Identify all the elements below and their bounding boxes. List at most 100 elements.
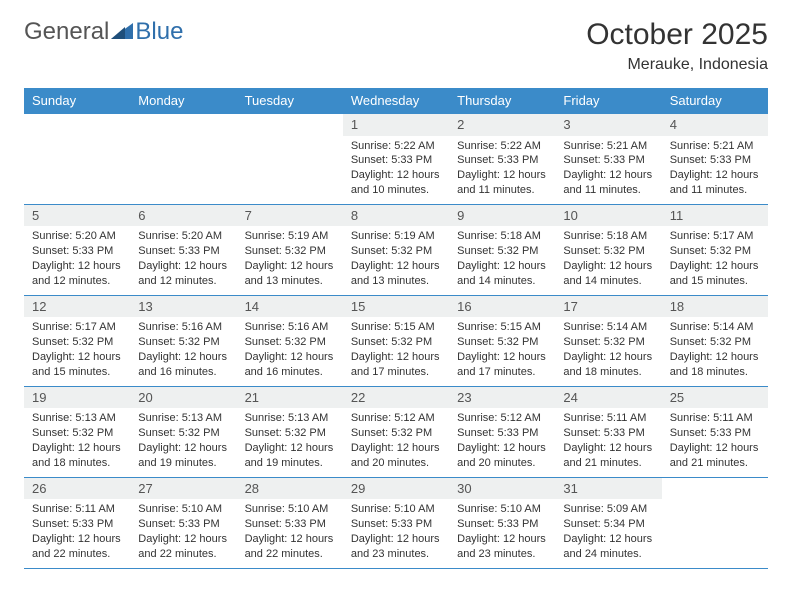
- day-text: Sunrise: 5:10 AM Sunset: 5:33 PM Dayligh…: [343, 499, 449, 567]
- day-number: 10: [555, 205, 661, 227]
- day-number: 23: [449, 387, 555, 409]
- day-cell: 19Sunrise: 5:13 AM Sunset: 5:32 PM Dayli…: [24, 386, 130, 477]
- day-text: Sunrise: 5:21 AM Sunset: 5:33 PM Dayligh…: [555, 136, 661, 204]
- day-text: Sunrise: 5:20 AM Sunset: 5:33 PM Dayligh…: [24, 226, 130, 294]
- day-cell: 12Sunrise: 5:17 AM Sunset: 5:32 PM Dayli…: [24, 295, 130, 386]
- day-text: Sunrise: 5:18 AM Sunset: 5:32 PM Dayligh…: [555, 226, 661, 294]
- day-number: 24: [555, 387, 661, 409]
- day-number: 31: [555, 478, 661, 500]
- day-number: 7: [237, 205, 343, 227]
- week-row: 19Sunrise: 5:13 AM Sunset: 5:32 PM Dayli…: [24, 386, 768, 477]
- day-number: 1: [343, 114, 449, 136]
- day-cell: 11Sunrise: 5:17 AM Sunset: 5:32 PM Dayli…: [662, 204, 768, 295]
- day-text: Sunrise: 5:11 AM Sunset: 5:33 PM Dayligh…: [662, 408, 768, 476]
- logo: General Blue: [24, 18, 183, 46]
- day-number: 5: [24, 205, 130, 227]
- day-cell: 17Sunrise: 5:14 AM Sunset: 5:32 PM Dayli…: [555, 295, 661, 386]
- dayname-sunday: Sunday: [24, 88, 130, 114]
- day-number: 12: [24, 296, 130, 318]
- day-number: 8: [343, 205, 449, 227]
- day-text: Sunrise: 5:13 AM Sunset: 5:32 PM Dayligh…: [237, 408, 343, 476]
- day-cell: 1Sunrise: 5:22 AM Sunset: 5:33 PM Daylig…: [343, 114, 449, 205]
- day-cell: 7Sunrise: 5:19 AM Sunset: 5:32 PM Daylig…: [237, 204, 343, 295]
- day-cell: 16Sunrise: 5:15 AM Sunset: 5:32 PM Dayli…: [449, 295, 555, 386]
- day-cell: [24, 114, 130, 205]
- day-cell: 14Sunrise: 5:16 AM Sunset: 5:32 PM Dayli…: [237, 295, 343, 386]
- day-cell: 5Sunrise: 5:20 AM Sunset: 5:33 PM Daylig…: [24, 204, 130, 295]
- day-text: Sunrise: 5:22 AM Sunset: 5:33 PM Dayligh…: [343, 136, 449, 204]
- day-cell: 3Sunrise: 5:21 AM Sunset: 5:33 PM Daylig…: [555, 114, 661, 205]
- day-cell: 15Sunrise: 5:15 AM Sunset: 5:32 PM Dayli…: [343, 295, 449, 386]
- day-number: 15: [343, 296, 449, 318]
- calendar-body: 1Sunrise: 5:22 AM Sunset: 5:33 PM Daylig…: [24, 114, 768, 569]
- day-text: Sunrise: 5:10 AM Sunset: 5:33 PM Dayligh…: [449, 499, 555, 567]
- day-number: 22: [343, 387, 449, 409]
- day-number: 14: [237, 296, 343, 318]
- week-row: 26Sunrise: 5:11 AM Sunset: 5:33 PM Dayli…: [24, 477, 768, 568]
- day-cell: 22Sunrise: 5:12 AM Sunset: 5:32 PM Dayli…: [343, 386, 449, 477]
- day-cell: 25Sunrise: 5:11 AM Sunset: 5:33 PM Dayli…: [662, 386, 768, 477]
- day-text: Sunrise: 5:11 AM Sunset: 5:33 PM Dayligh…: [555, 408, 661, 476]
- month-title: October 2025: [586, 18, 768, 52]
- day-cell: [237, 114, 343, 205]
- day-text: Sunrise: 5:22 AM Sunset: 5:33 PM Dayligh…: [449, 136, 555, 204]
- dayname-friday: Friday: [555, 88, 661, 114]
- day-text: Sunrise: 5:20 AM Sunset: 5:33 PM Dayligh…: [130, 226, 236, 294]
- day-number: 9: [449, 205, 555, 227]
- day-cell: 28Sunrise: 5:10 AM Sunset: 5:33 PM Dayli…: [237, 477, 343, 568]
- day-cell: 2Sunrise: 5:22 AM Sunset: 5:33 PM Daylig…: [449, 114, 555, 205]
- day-number: 13: [130, 296, 236, 318]
- week-row: 12Sunrise: 5:17 AM Sunset: 5:32 PM Dayli…: [24, 295, 768, 386]
- dayname-thursday: Thursday: [449, 88, 555, 114]
- day-text: Sunrise: 5:10 AM Sunset: 5:33 PM Dayligh…: [130, 499, 236, 567]
- day-cell: 31Sunrise: 5:09 AM Sunset: 5:34 PM Dayli…: [555, 477, 661, 568]
- day-text: Sunrise: 5:11 AM Sunset: 5:33 PM Dayligh…: [24, 499, 130, 567]
- dayname-monday: Monday: [130, 88, 236, 114]
- day-text: Sunrise: 5:19 AM Sunset: 5:32 PM Dayligh…: [237, 226, 343, 294]
- title-block: October 2025 Merauke, Indonesia: [586, 18, 768, 74]
- day-cell: 6Sunrise: 5:20 AM Sunset: 5:33 PM Daylig…: [130, 204, 236, 295]
- day-cell: 13Sunrise: 5:16 AM Sunset: 5:32 PM Dayli…: [130, 295, 236, 386]
- day-number: 21: [237, 387, 343, 409]
- day-cell: 21Sunrise: 5:13 AM Sunset: 5:32 PM Dayli…: [237, 386, 343, 477]
- day-cell: 9Sunrise: 5:18 AM Sunset: 5:32 PM Daylig…: [449, 204, 555, 295]
- day-number: 11: [662, 205, 768, 227]
- day-cell: 27Sunrise: 5:10 AM Sunset: 5:33 PM Dayli…: [130, 477, 236, 568]
- day-text: Sunrise: 5:12 AM Sunset: 5:33 PM Dayligh…: [449, 408, 555, 476]
- day-number: 16: [449, 296, 555, 318]
- day-number: 18: [662, 296, 768, 318]
- logo-triangle-icon: [111, 18, 133, 46]
- day-cell: 29Sunrise: 5:10 AM Sunset: 5:33 PM Dayli…: [343, 477, 449, 568]
- day-text: Sunrise: 5:13 AM Sunset: 5:32 PM Dayligh…: [24, 408, 130, 476]
- day-text: Sunrise: 5:09 AM Sunset: 5:34 PM Dayligh…: [555, 499, 661, 567]
- day-text: Sunrise: 5:16 AM Sunset: 5:32 PM Dayligh…: [237, 317, 343, 385]
- day-number: 25: [662, 387, 768, 409]
- day-cell: 8Sunrise: 5:19 AM Sunset: 5:32 PM Daylig…: [343, 204, 449, 295]
- day-text: Sunrise: 5:21 AM Sunset: 5:33 PM Dayligh…: [662, 136, 768, 204]
- location: Merauke, Indonesia: [586, 56, 768, 74]
- day-text: Sunrise: 5:17 AM Sunset: 5:32 PM Dayligh…: [662, 226, 768, 294]
- dayname-wednesday: Wednesday: [343, 88, 449, 114]
- day-text: Sunrise: 5:14 AM Sunset: 5:32 PM Dayligh…: [662, 317, 768, 385]
- day-number: 17: [555, 296, 661, 318]
- day-number: 29: [343, 478, 449, 500]
- day-text: Sunrise: 5:15 AM Sunset: 5:32 PM Dayligh…: [449, 317, 555, 385]
- day-number: 28: [237, 478, 343, 500]
- day-text: Sunrise: 5:19 AM Sunset: 5:32 PM Dayligh…: [343, 226, 449, 294]
- day-cell: 10Sunrise: 5:18 AM Sunset: 5:32 PM Dayli…: [555, 204, 661, 295]
- day-number: 26: [24, 478, 130, 500]
- header: General Blue October 2025 Merauke, Indon…: [24, 18, 768, 74]
- day-cell: [662, 477, 768, 568]
- dayname-saturday: Saturday: [662, 88, 768, 114]
- day-cell: 18Sunrise: 5:14 AM Sunset: 5:32 PM Dayli…: [662, 295, 768, 386]
- day-text: Sunrise: 5:10 AM Sunset: 5:33 PM Dayligh…: [237, 499, 343, 567]
- week-row: 1Sunrise: 5:22 AM Sunset: 5:33 PM Daylig…: [24, 114, 768, 205]
- day-text: Sunrise: 5:12 AM Sunset: 5:32 PM Dayligh…: [343, 408, 449, 476]
- calendar-table: Sunday Monday Tuesday Wednesday Thursday…: [24, 88, 768, 569]
- day-number: 27: [130, 478, 236, 500]
- day-cell: [130, 114, 236, 205]
- dayname-tuesday: Tuesday: [237, 88, 343, 114]
- logo-text-right: Blue: [135, 18, 183, 46]
- day-text: Sunrise: 5:17 AM Sunset: 5:32 PM Dayligh…: [24, 317, 130, 385]
- day-cell: 26Sunrise: 5:11 AM Sunset: 5:33 PM Dayli…: [24, 477, 130, 568]
